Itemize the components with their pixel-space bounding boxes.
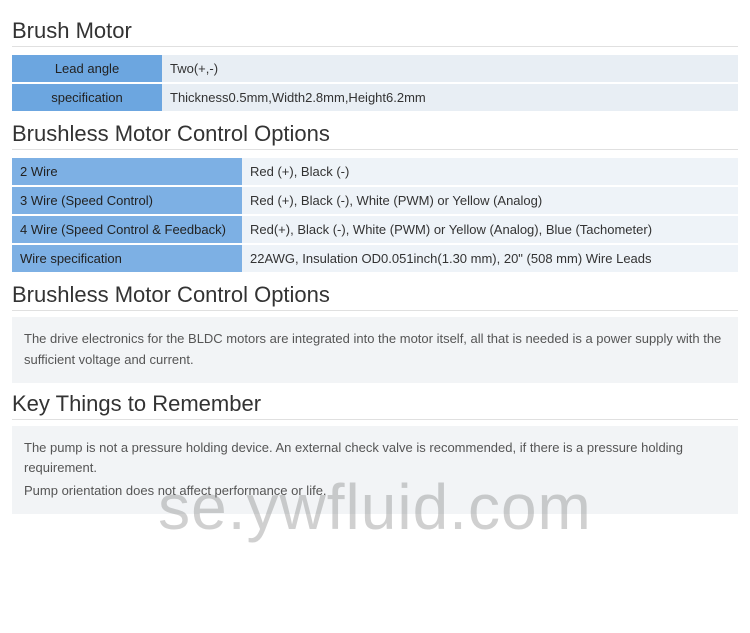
table-row: Lead angle Two(+,-) (12, 55, 738, 82)
row-label: 3 Wire (Speed Control) (12, 187, 242, 214)
section-title-brush-motor: Brush Motor (12, 18, 738, 47)
row-value: Two(+,-) (162, 55, 738, 82)
row-label: 2 Wire (12, 158, 242, 185)
row-label: 4 Wire (Speed Control & Feedback) (12, 216, 242, 243)
table-row: 2 Wire Red (+), Black (-) (12, 158, 738, 185)
row-value: Red(+), Black (-), White (PWM) or Yellow… (242, 216, 738, 243)
row-label: Wire specification (12, 245, 242, 272)
table-row: 4 Wire (Speed Control & Feedback) Red(+)… (12, 216, 738, 243)
table-row: Wire specification 22AWG, Insulation OD0… (12, 245, 738, 272)
note-paragraph: Pump orientation does not affect perform… (24, 481, 726, 502)
brush-motor-table: Lead angle Two(+,-) specification Thickn… (12, 53, 738, 113)
key-things-box: The pump is not a pressure holding devic… (12, 426, 738, 514)
row-label: specification (12, 84, 162, 111)
row-value: Thickness0.5mm,Width2.8mm,Height6.2mm (162, 84, 738, 111)
row-value: Red (+), Black (-) (242, 158, 738, 185)
brushless-note-box: The drive electronics for the BLDC motor… (12, 317, 738, 383)
note-paragraph: The pump is not a pressure holding devic… (24, 438, 726, 480)
row-value: 22AWG, Insulation OD0.051inch(1.30 mm), … (242, 245, 738, 272)
brushless-options-table: 2 Wire Red (+), Black (-) 3 Wire (Speed … (12, 156, 738, 274)
section-title-brushless-options: Brushless Motor Control Options (12, 121, 738, 150)
note-paragraph: The drive electronics for the BLDC motor… (24, 329, 726, 371)
row-value: Red (+), Black (-), White (PWM) or Yello… (242, 187, 738, 214)
table-row: 3 Wire (Speed Control) Red (+), Black (-… (12, 187, 738, 214)
table-row: specification Thickness0.5mm,Width2.8mm,… (12, 84, 738, 111)
section-title-key-things: Key Things to Remember (12, 391, 738, 420)
section-title-brushless-note: Brushless Motor Control Options (12, 282, 738, 311)
row-label: Lead angle (12, 55, 162, 82)
